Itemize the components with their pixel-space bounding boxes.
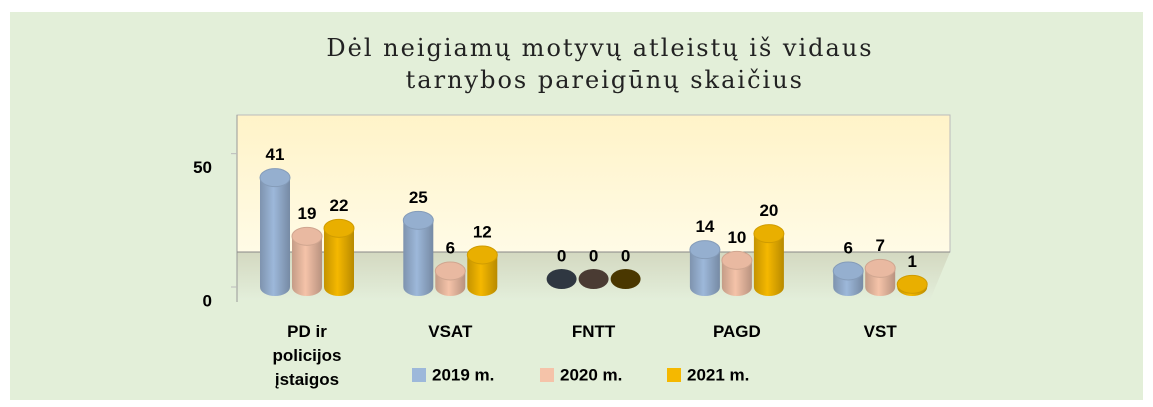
bar-body (721, 260, 752, 296)
value-label: 12 (473, 222, 492, 241)
value-label: 0 (589, 246, 598, 265)
bar (434, 261, 466, 296)
bar-top (832, 261, 864, 281)
value-label: 14 (695, 217, 714, 236)
bar (323, 218, 355, 296)
legend-label: 2021 m. (687, 365, 749, 384)
bar-top (259, 168, 291, 188)
value-label: 6 (843, 238, 852, 257)
bar (259, 168, 291, 296)
bar-body (403, 220, 434, 296)
bar (578, 269, 609, 289)
bar (466, 245, 498, 296)
value-label: 19 (298, 204, 317, 223)
value-label: 10 (727, 228, 746, 247)
value-label: 1 (907, 252, 916, 271)
bar (864, 258, 896, 296)
value-label: 20 (759, 201, 778, 220)
bar-body (753, 233, 784, 296)
value-label: 22 (330, 196, 349, 215)
value-label: 0 (621, 246, 630, 265)
legend-swatch (412, 368, 426, 382)
bar (291, 226, 323, 296)
y-tick-label: 0 (203, 291, 212, 310)
value-label: 41 (266, 145, 285, 164)
bar (832, 261, 864, 296)
bar-body (467, 255, 498, 296)
legend-label: 2020 m. (560, 365, 622, 384)
bar-body (324, 228, 354, 296)
bar (546, 269, 577, 289)
legend-swatch (540, 368, 554, 382)
bar-top (896, 274, 928, 294)
bar-base (546, 269, 577, 289)
legend-swatch (667, 368, 681, 382)
value-label: 0 (557, 246, 566, 265)
bar (689, 240, 721, 296)
x-tick-label: FNTT (571, 322, 616, 341)
bar (896, 274, 928, 296)
x-tick-label: VST (863, 322, 897, 341)
bar-body (260, 177, 290, 296)
bar-body (689, 249, 720, 296)
bar-base (578, 269, 609, 289)
y-tick-label: 50 (193, 158, 212, 177)
bar (610, 269, 641, 289)
bar-base (610, 269, 641, 289)
bar (721, 250, 753, 296)
bar-top (689, 240, 721, 260)
chart-title: Dėl neigiamų motyvų atleistų iš vidaus t… (326, 34, 873, 94)
bar (402, 210, 434, 296)
bar-top (466, 245, 498, 265)
bar-body (292, 236, 322, 296)
legend-label: 2019 m. (432, 365, 494, 384)
x-tick-label: VSAT (428, 322, 473, 341)
bar (753, 224, 785, 296)
value-label: 6 (446, 238, 455, 257)
bar-top (323, 218, 355, 238)
bar-top (864, 258, 896, 278)
bar-top (753, 224, 785, 244)
x-tick-label: PAGD (712, 322, 761, 341)
bar-top (721, 250, 753, 270)
value-label: 7 (875, 236, 884, 255)
bar-top (291, 226, 323, 246)
value-label: 25 (409, 188, 428, 207)
back-wall (236, 114, 951, 253)
bar-top (402, 210, 434, 230)
bar-top (434, 261, 466, 281)
x-tick-label: PD ir policijos įstaigos (272, 322, 342, 389)
